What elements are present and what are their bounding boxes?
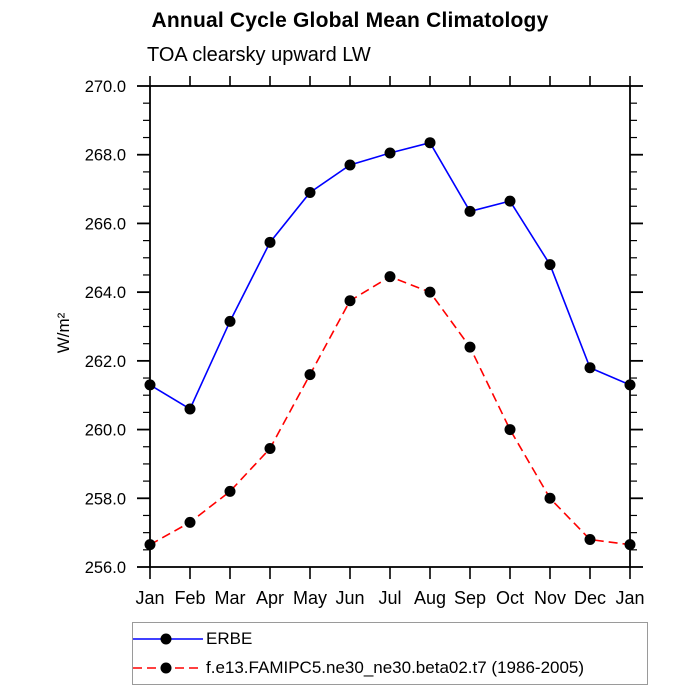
- data-point: [464, 205, 476, 217]
- legend-marker-icon: [160, 633, 172, 645]
- data-point: [424, 286, 436, 298]
- x-tick-label: Jun: [335, 588, 364, 608]
- data-point: [544, 492, 556, 504]
- data-point: [144, 539, 156, 551]
- x-tick-label: Mar: [215, 588, 246, 608]
- data-point: [584, 534, 596, 546]
- data-point: [344, 295, 356, 307]
- x-tick-label: Feb: [174, 588, 205, 608]
- data-point: [504, 424, 516, 436]
- x-tick-label: Aug: [414, 588, 446, 608]
- y-tick-label: 262.0: [85, 353, 126, 371]
- y-tick-label: 264.0: [85, 284, 126, 302]
- series-line-1: [149, 275, 631, 546]
- data-point: [424, 137, 436, 149]
- data-point: [304, 187, 316, 199]
- data-point: [264, 236, 276, 248]
- chart-subtitle: TOA clearsky upward LW: [147, 44, 371, 66]
- x-tick-label: Nov: [534, 588, 566, 608]
- y-tick-label: 266.0: [85, 215, 126, 233]
- data-point: [264, 442, 276, 454]
- legend-sample-dashed-line: [133, 662, 203, 674]
- y-tick-label: 256.0: [85, 559, 126, 577]
- legend-marker-icon: [160, 662, 172, 674]
- data-point: [544, 259, 556, 271]
- data-point: [184, 403, 196, 415]
- x-tick-label: Jan: [615, 588, 644, 608]
- data-point: [384, 271, 396, 283]
- data-point: [184, 516, 196, 528]
- data-point: [304, 369, 316, 381]
- legend-label-erbe: ERBE: [206, 629, 253, 648]
- legend-item-erbe: ERBE: [133, 626, 647, 652]
- x-tick-label: Oct: [496, 588, 524, 608]
- data-point: [584, 362, 596, 374]
- legend-label-model: f.e13.FAMIPC5.ne30_ne30.beta02.t7 (1986-…: [206, 658, 585, 677]
- x-tick-label: Sep: [454, 588, 486, 608]
- data-point: [224, 315, 236, 327]
- data-point: [144, 379, 156, 391]
- data-point: [344, 159, 356, 171]
- data-point: [624, 539, 636, 551]
- y-tick-label: 260.0: [85, 422, 126, 440]
- legend: ERBE f.e13.FAMIPC5.ne30_ne30.beta02.t7 (…: [132, 622, 648, 685]
- data-point: [624, 379, 636, 391]
- x-tick-label: Dec: [574, 588, 606, 608]
- legend-item-model: f.e13.FAMIPC5.ne30_ne30.beta02.t7 (1986-…: [133, 655, 647, 681]
- x-tick-label: Apr: [256, 588, 284, 608]
- data-point: [464, 341, 476, 353]
- x-tick-label: May: [293, 588, 327, 608]
- y-tick-label: 268.0: [85, 147, 126, 165]
- y-tick-label: 258.0: [85, 490, 126, 508]
- chart-title: Annual Cycle Global Mean Climatology: [151, 9, 549, 32]
- legend-sample-solid-line: [133, 633, 203, 645]
- x-tick-label: Jan: [135, 588, 164, 608]
- x-tick-label: Jul: [378, 588, 401, 608]
- y-tick-label: 270.0: [85, 78, 126, 96]
- data-point: [384, 147, 396, 159]
- data-point: [224, 485, 236, 497]
- data-point: [504, 195, 516, 207]
